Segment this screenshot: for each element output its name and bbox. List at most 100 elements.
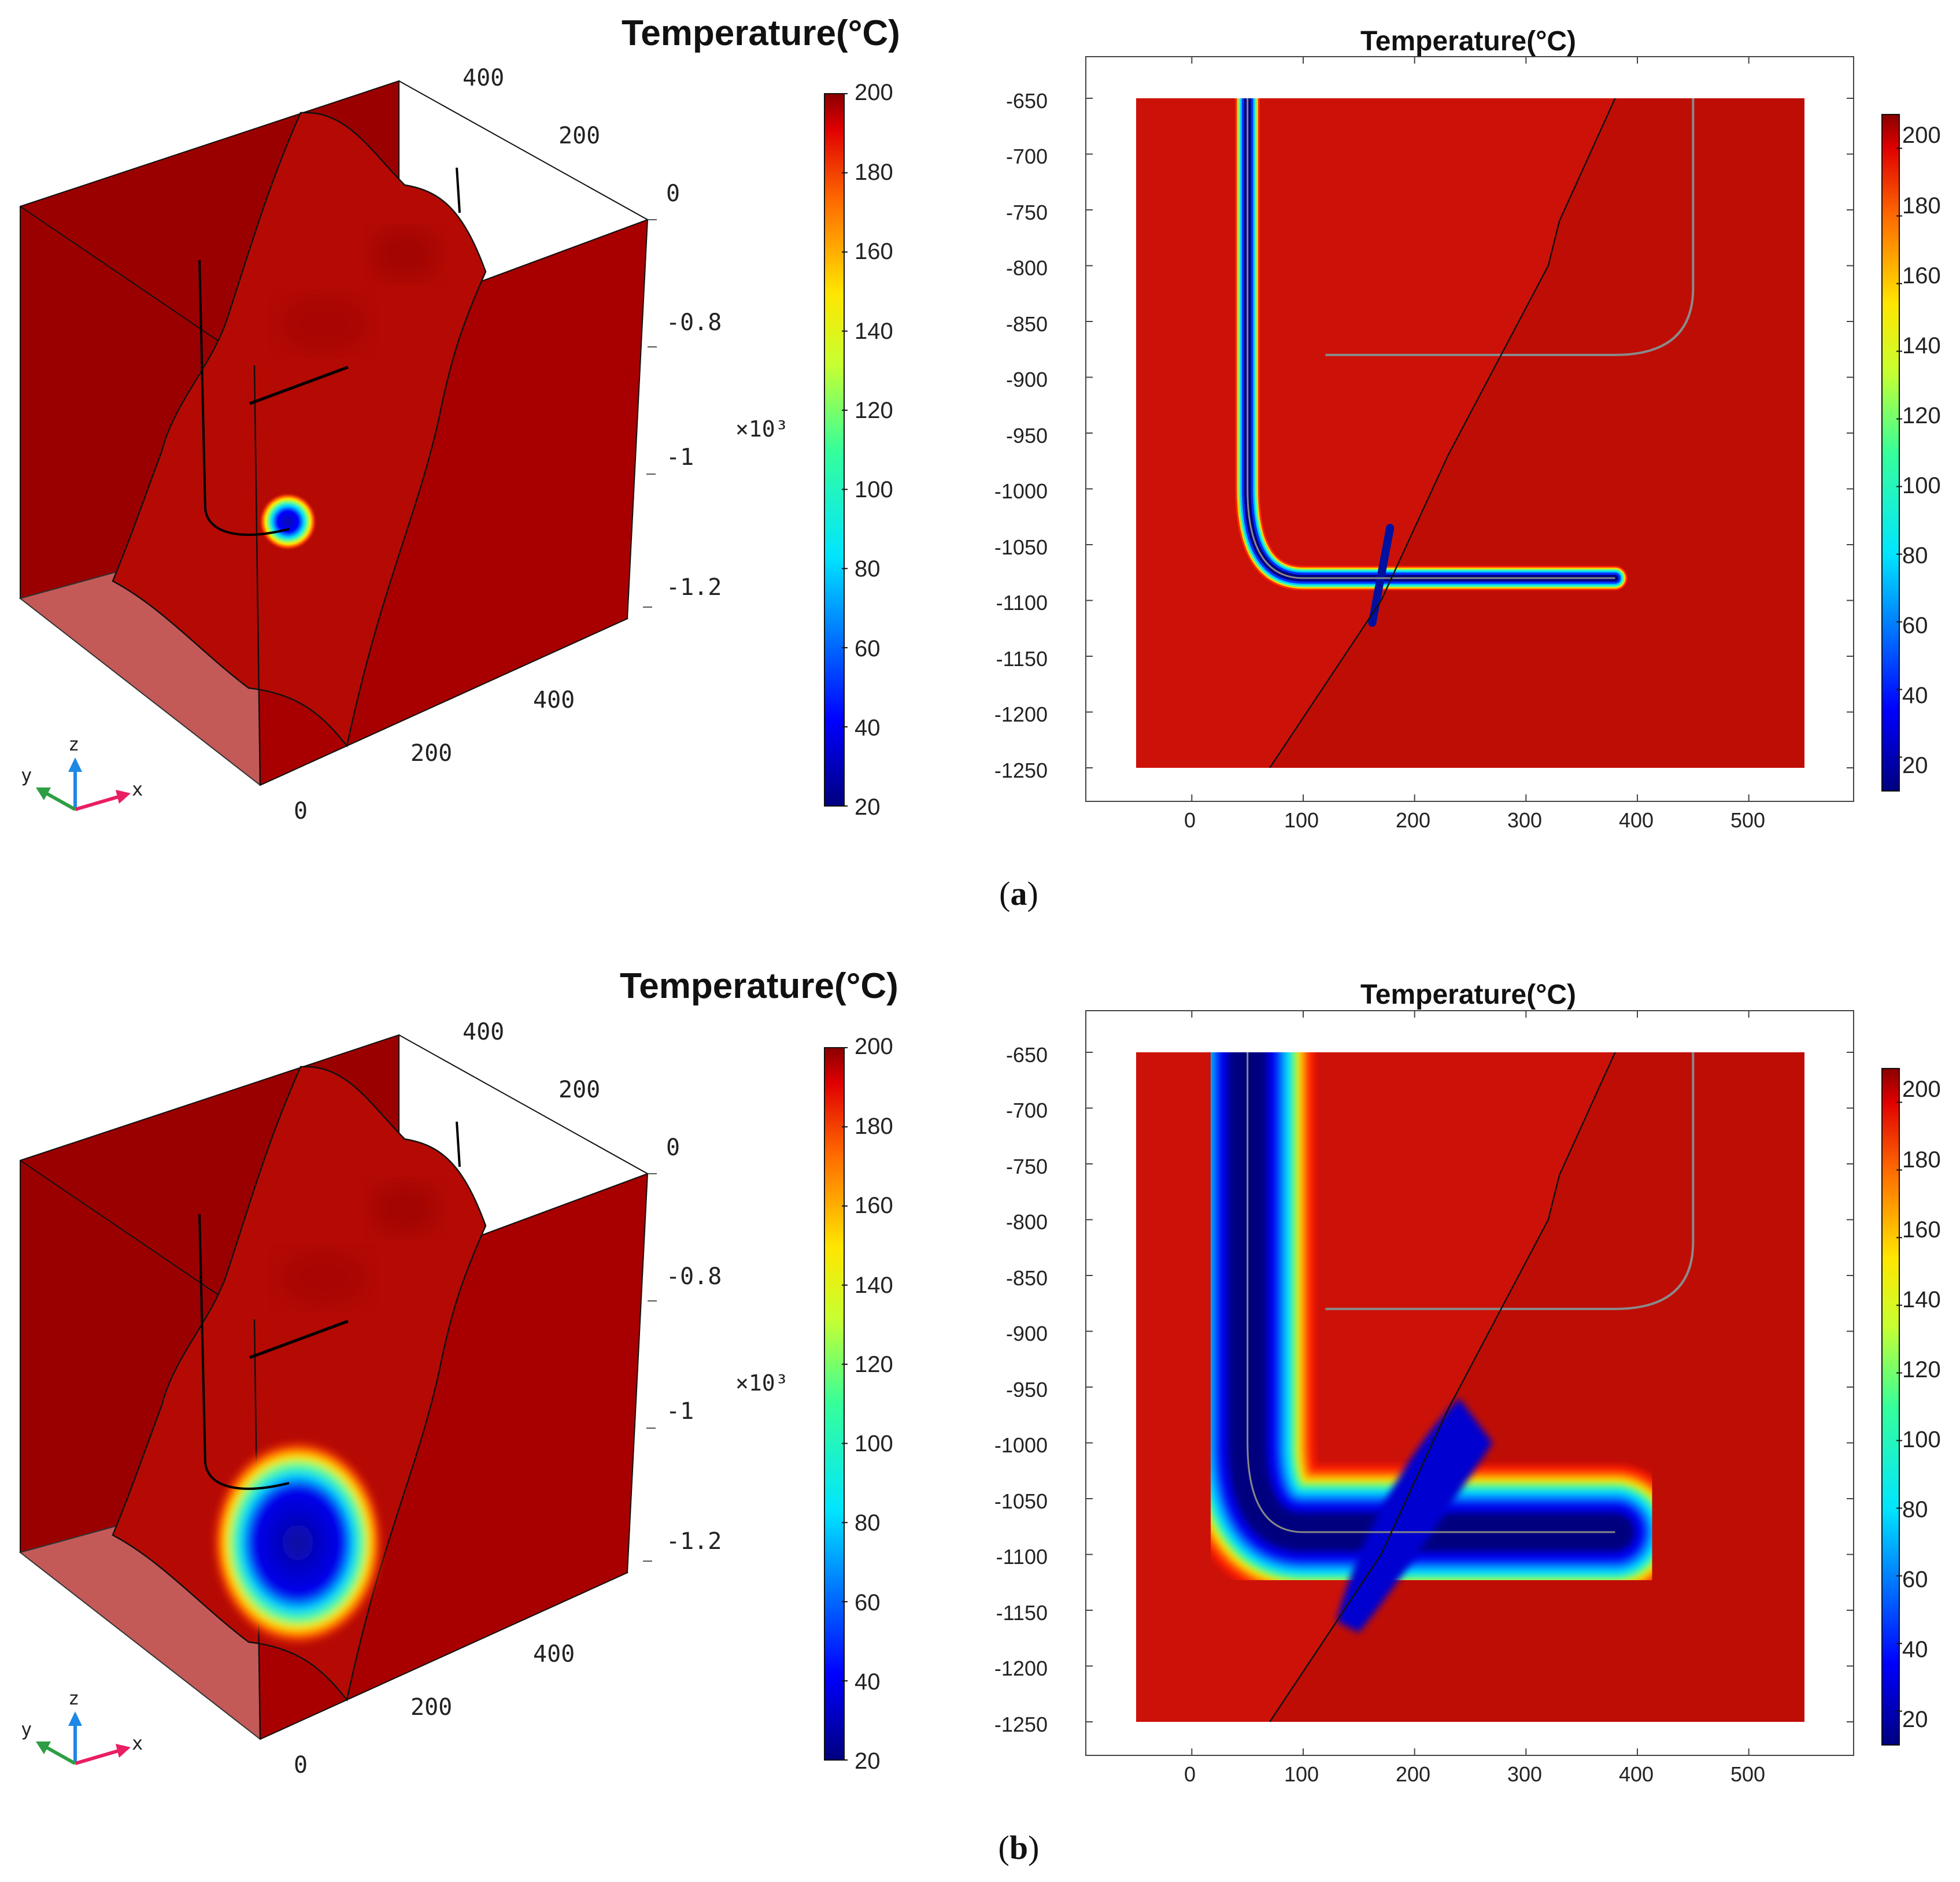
panel-b-3d-x-tick-0: 0 bbox=[294, 1752, 308, 1779]
triad-x-arrow bbox=[75, 1749, 119, 1765]
triad-y-arrow bbox=[45, 1746, 76, 1765]
panel-a-2d-injection-well bbox=[1247, 98, 1615, 579]
panel-a-2d-xtick: 0 bbox=[1184, 808, 1196, 832]
panel-a-2d-ytick: -800 bbox=[1005, 256, 1048, 280]
panel-a-2d-far-field bbox=[1270, 98, 1804, 768]
panel-b-3d-cb-120: 120 bbox=[855, 1352, 893, 1377]
panel-a-3d-x-tick-0: 0 bbox=[294, 798, 308, 824]
panel-a-3d-cb-80: 80 bbox=[855, 556, 881, 582]
panel-b-3d-cb-80: 80 bbox=[855, 1510, 881, 1536]
panel-a-2d-ytick: -950 bbox=[1005, 424, 1048, 448]
panel-a-2d-ytick: -750 bbox=[1005, 201, 1048, 224]
panel-a-2d-title: Temperature(°C) bbox=[1360, 26, 1577, 57]
panel-a-2d-colorbar bbox=[1881, 114, 1900, 792]
panel-a-2d-cb-180: 180 bbox=[1902, 193, 1941, 219]
panel-b-2d-cb-160: 160 bbox=[1902, 1217, 1941, 1243]
panel-b-2d-xtick: 400 bbox=[1618, 1762, 1654, 1786]
axis-triad bbox=[36, 757, 131, 811]
panel-a-2d-plot bbox=[1085, 56, 1902, 802]
panel-a-triad-y-label: y bbox=[21, 764, 32, 786]
production-well-vertical bbox=[456, 1121, 461, 1167]
panel-a-3d-cb-140: 140 bbox=[855, 319, 893, 344]
panel-a-2d-ytick: -1100 bbox=[996, 591, 1048, 615]
panel-b-2d-ytick: -950 bbox=[1005, 1378, 1048, 1402]
panel-b-2d-ytick: -1050 bbox=[994, 1489, 1048, 1513]
panel-a-2d-cb-120: 120 bbox=[1902, 403, 1941, 428]
panel-b-2d-xtick: 0 bbox=[1184, 1762, 1196, 1786]
triad-y-head bbox=[36, 1742, 51, 1754]
panel-b-3d-title: Temperature(°C) bbox=[620, 966, 898, 1006]
panel-a-2d-ytick: -700 bbox=[1005, 145, 1048, 168]
panel-a-2d-cb-80: 80 bbox=[1902, 543, 1928, 568]
panel-a-3d-cb-180: 180 bbox=[855, 160, 893, 185]
panel-a-3d-y-tick-400: 400 bbox=[463, 65, 505, 91]
panel-a-2d-field-layers bbox=[1235, 98, 1804, 768]
cold-zone-spot bbox=[259, 493, 317, 550]
injection-well bbox=[198, 1214, 290, 1490]
panel-b-2d-fracture-line bbox=[1269, 1052, 1616, 1722]
panel-b-3d-cb-140: 140 bbox=[855, 1273, 893, 1298]
panel-b-2d-xtick: 500 bbox=[1730, 1762, 1766, 1786]
cold-zone-plume bbox=[211, 1439, 384, 1647]
panel-b-3d-cb-20: 20 bbox=[855, 1748, 881, 1774]
block-front-edge bbox=[253, 365, 261, 786]
panel-a-3d-title: Temperature(°C) bbox=[622, 13, 900, 53]
panel-a-3d-y-tick-0: 0 bbox=[666, 180, 681, 207]
panel-b-2d-ytick: -1250 bbox=[994, 1713, 1048, 1736]
panel-b-3d-z-tick-0.8: -0.8 bbox=[666, 1263, 722, 1290]
panel-a-triad-x-label: x bbox=[132, 778, 143, 800]
panel-a-2d-xtick: 400 bbox=[1618, 808, 1654, 832]
panel-b-2d-field-layers bbox=[1181, 1052, 1804, 1722]
panel-a-3d-y-tick-200: 200 bbox=[559, 123, 601, 149]
panel-a-3d-cb-40: 40 bbox=[855, 715, 881, 741]
panel-b-2d-cb-20: 20 bbox=[1902, 1707, 1928, 1732]
panel-a-3d-cb-20: 20 bbox=[855, 794, 881, 820]
panel-b-2d-ytick: -1150 bbox=[996, 1601, 1048, 1625]
panel-a-3d-cb-160: 160 bbox=[855, 239, 893, 264]
production-well-horizontal bbox=[249, 1319, 349, 1359]
panel-b-2d-cb-140: 140 bbox=[1902, 1287, 1941, 1312]
panel-b-3d-y-tick-0: 0 bbox=[666, 1134, 681, 1161]
production-well-vertical bbox=[456, 167, 461, 213]
triad-x-head bbox=[116, 1744, 131, 1758]
panel-b-3d-cb-40: 40 bbox=[855, 1669, 881, 1695]
panel-b-3d-x-tick-200: 200 bbox=[411, 1694, 453, 1721]
panel-a-2d-xtick: 300 bbox=[1507, 808, 1543, 832]
triad-z-head bbox=[68, 1711, 82, 1726]
panel-b-2d-plot bbox=[1085, 1010, 1902, 1756]
panel-a-3d-cb-60: 60 bbox=[855, 636, 881, 661]
panel-a-caption: (a) bbox=[999, 875, 1038, 912]
panel-b-2d-ytick: -1200 bbox=[994, 1657, 1048, 1680]
panel-b-2d-xtick: 300 bbox=[1507, 1762, 1543, 1786]
fracture-shade bbox=[370, 1182, 439, 1234]
panel-a-2d-xtick: 100 bbox=[1284, 808, 1319, 832]
panel-a-2d-ytick: -1150 bbox=[996, 647, 1048, 671]
panel-a-2d-fracture-line bbox=[1269, 98, 1616, 768]
panel-a-2d-ytick: -1050 bbox=[994, 535, 1048, 559]
panel-a-3d-z-tick-0.8: -0.8 bbox=[666, 309, 722, 336]
panel-b-2d-cb-40: 40 bbox=[1902, 1637, 1928, 1662]
panel-a-3d-z-tick-1: -1 bbox=[666, 444, 694, 471]
panel-b-2d-ytick: -750 bbox=[1005, 1155, 1048, 1178]
panel-a-2d-cb-60: 60 bbox=[1902, 613, 1928, 638]
fracture-shade bbox=[278, 1249, 370, 1307]
panel-b-2d-colorbar bbox=[1881, 1068, 1900, 1746]
production-well-horizontal bbox=[249, 365, 349, 405]
panel-a-2d-production-well bbox=[1325, 98, 1695, 356]
panel-b-2d-cb-180: 180 bbox=[1902, 1147, 1941, 1173]
panel-a-2d-cb-40: 40 bbox=[1902, 683, 1928, 708]
panel-a-2d-fracture-cold-cross bbox=[1368, 524, 1395, 627]
panel-b-triad-z-label: z bbox=[68, 1687, 80, 1709]
panel-b-caption: (b) bbox=[998, 1829, 1040, 1866]
triad-y-arrow bbox=[45, 792, 76, 811]
panel-a-2d-cb-100: 100 bbox=[1902, 473, 1941, 498]
panel-a-3d-colorbar bbox=[824, 93, 845, 807]
panel-a-3d-cb-200: 200 bbox=[855, 80, 893, 105]
panel-a-2d-xtick: 200 bbox=[1395, 808, 1431, 832]
panel-b-2d-cb-60: 60 bbox=[1902, 1567, 1928, 1592]
panel-b-triad-x-label: x bbox=[132, 1732, 143, 1754]
panel-b-3d-z-tick-1.2: -1.2 bbox=[666, 1528, 722, 1555]
panel-b-2d-xtick: 100 bbox=[1284, 1762, 1319, 1786]
panel-b-2d-injection-well bbox=[1247, 1052, 1615, 1533]
